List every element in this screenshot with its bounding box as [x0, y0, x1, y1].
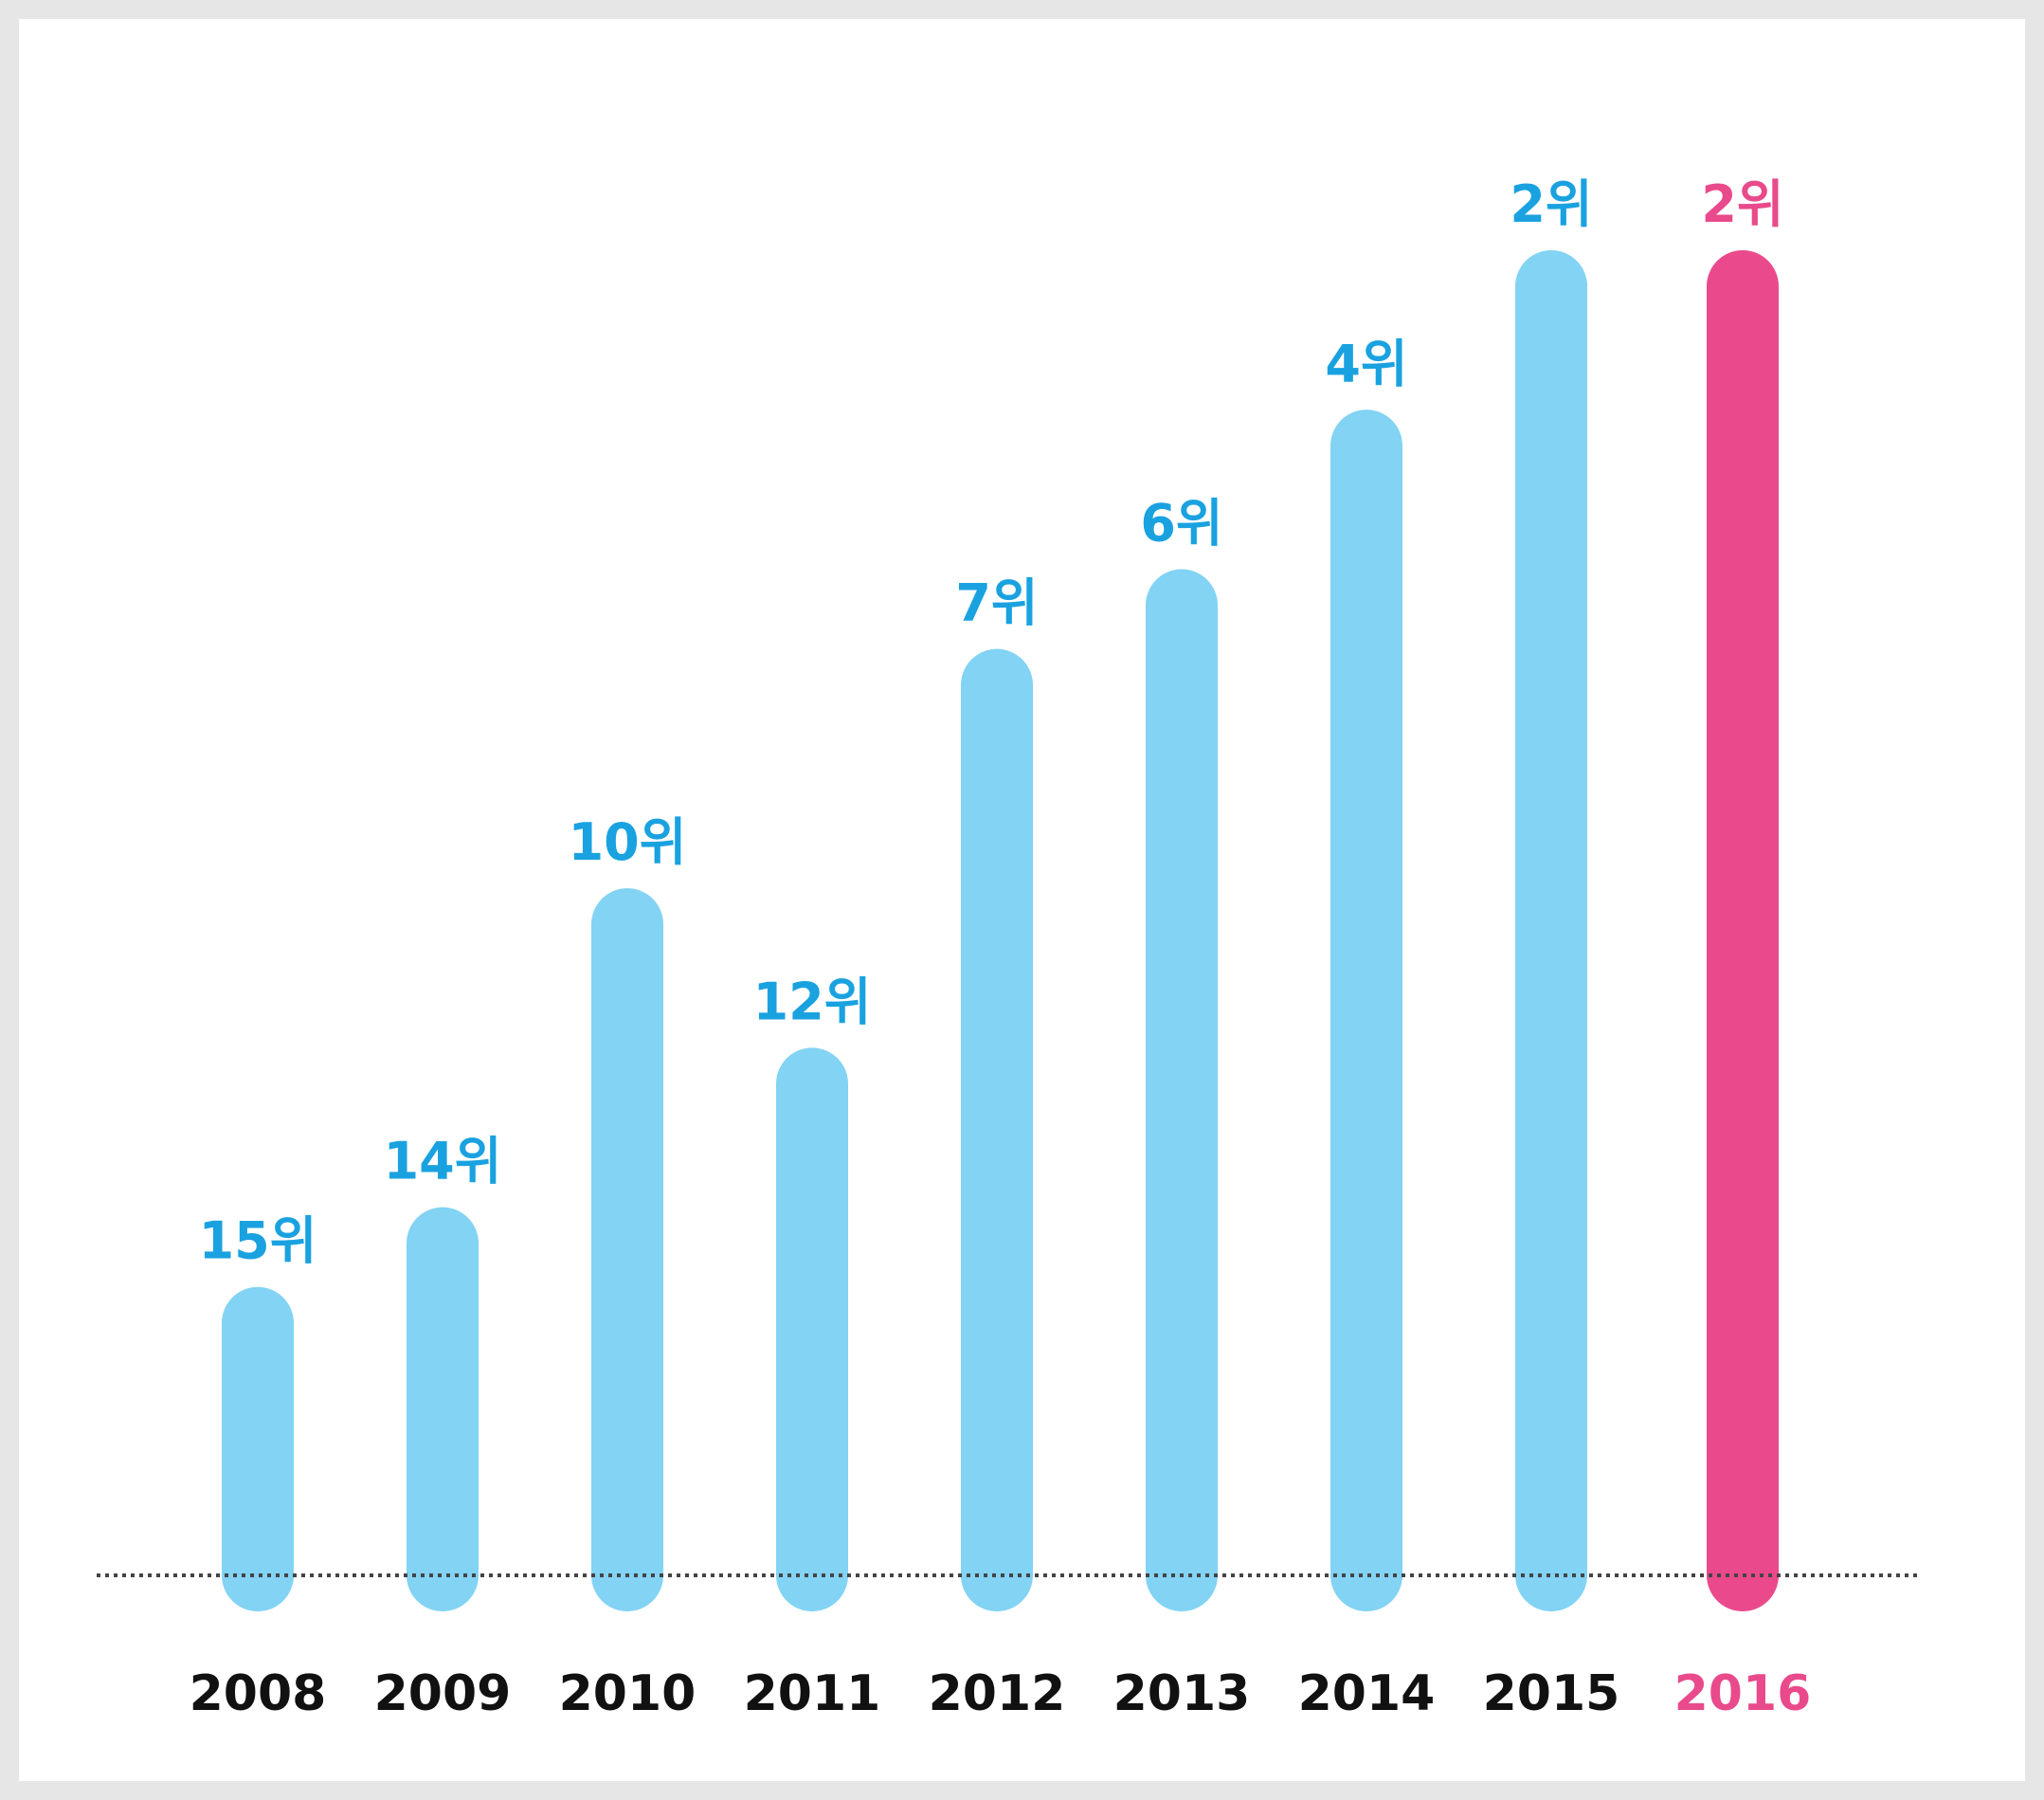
x-tick-label-2008: 2008	[190, 1665, 327, 1722]
bar-2014	[1330, 409, 1402, 1612]
bar-2010	[591, 888, 663, 1611]
x-tick-label-2011: 2011	[744, 1665, 881, 1722]
bars-layer	[222, 250, 1779, 1612]
bar-2013	[1146, 569, 1218, 1611]
x-tick-label-2014: 2014	[1298, 1665, 1436, 1722]
x-tick-label-2015: 2015	[1483, 1665, 1620, 1722]
x-axis-ticks: 2008 2009 2010 2011 2012 2013 2014 2015 2016	[190, 1665, 1812, 1722]
labels-layer: 15위 14위 10위 12위 7위 6위 4위 2위 2위	[199, 174, 1784, 1271]
bar-2011	[776, 1047, 848, 1611]
bar-value-label-2010: 10위	[569, 812, 687, 872]
x-tick-label-2010: 2010	[559, 1665, 696, 1722]
x-tick-label-2013: 2013	[1113, 1665, 1251, 1722]
bar-2008	[222, 1286, 294, 1611]
bar-2015	[1515, 250, 1587, 1611]
chart-card: 15위 14위 10위 12위 7위 6위 4위 2위 2위 2008 2009 2010 2011 2…	[19, 19, 2025, 1781]
bar-value-label-2013: 6위	[1140, 494, 1222, 554]
bar-value-label-2014: 4위	[1325, 334, 1407, 393]
x-tick-label-2009: 2009	[374, 1665, 512, 1722]
bar-value-label-2008: 15위	[199, 1211, 317, 1271]
x-tick-label-2016: 2016	[1674, 1665, 1812, 1722]
bar-2016	[1707, 250, 1779, 1611]
bar-2009	[407, 1207, 479, 1611]
bar-value-label-2011: 12위	[753, 972, 872, 1031]
bar-value-label-2009: 14위	[384, 1132, 502, 1191]
bar-2012	[961, 648, 1033, 1611]
bar-value-label-2016: 2위	[1701, 174, 1783, 234]
bar-value-label-2015: 2위	[1510, 174, 1592, 234]
bar-value-label-2012: 7위	[955, 573, 1038, 633]
x-tick-label-2012: 2012	[929, 1665, 1066, 1722]
